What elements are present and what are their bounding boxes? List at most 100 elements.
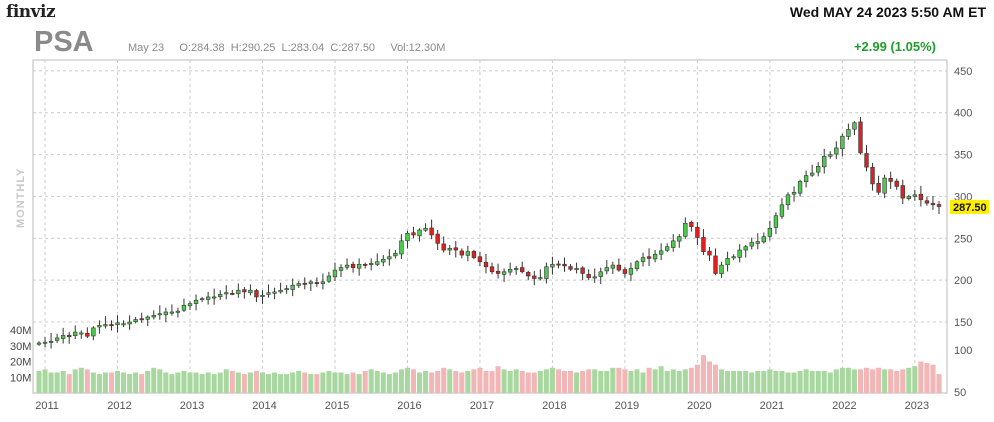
volume-bar xyxy=(580,370,586,393)
volume-bar xyxy=(338,372,344,393)
volume-bar xyxy=(175,372,181,393)
volume-bar xyxy=(259,372,266,393)
volume-bar xyxy=(36,370,42,393)
volume-bar xyxy=(489,370,495,393)
candle-body xyxy=(145,316,150,320)
candle-body xyxy=(538,277,543,280)
candle-body xyxy=(888,178,893,182)
volume-bar xyxy=(555,369,561,393)
candle-body xyxy=(532,275,537,279)
volume-bar xyxy=(114,370,121,393)
candle-body xyxy=(42,341,48,344)
candle-body xyxy=(103,324,108,327)
volume-bar xyxy=(495,366,501,393)
price-change: +2.99 (1.05%) xyxy=(853,39,936,54)
volume-bar xyxy=(634,369,640,393)
candle-body xyxy=(731,256,736,259)
volume-bar xyxy=(483,370,489,393)
finviz-logo[interactable]: finviz xyxy=(6,2,56,22)
volume-left-tick-label: 40M xyxy=(10,325,31,337)
candle-body xyxy=(526,272,531,277)
candle-body xyxy=(266,292,271,295)
volume-bar xyxy=(894,370,900,393)
candle-body xyxy=(151,315,156,318)
year-tick-label: 2018 xyxy=(542,400,566,412)
volume-bar xyxy=(773,370,779,393)
volume-bar xyxy=(332,372,338,393)
volume-bar xyxy=(936,374,942,393)
candle-body xyxy=(97,325,102,328)
volume-bar xyxy=(930,364,936,393)
candle-body xyxy=(139,318,144,321)
candle-body xyxy=(773,215,779,228)
volume-bar xyxy=(96,374,102,393)
candle-body xyxy=(683,222,688,237)
candle-body xyxy=(67,335,72,337)
volume-bar xyxy=(876,367,882,393)
volume-bar xyxy=(537,370,543,393)
price-tick-label: 450 xyxy=(954,66,972,78)
volume-bar xyxy=(386,374,392,393)
price-tick-label: 350 xyxy=(954,150,972,162)
volume-bar xyxy=(719,369,725,393)
volume-bar xyxy=(785,372,791,393)
candle-body xyxy=(393,253,398,257)
candle-body xyxy=(429,227,434,236)
volume-bar xyxy=(712,364,719,393)
volume-bar xyxy=(163,372,169,393)
volume-bar xyxy=(827,372,833,393)
volume-bar xyxy=(664,370,670,393)
volume-bar xyxy=(561,370,568,393)
candle-body xyxy=(163,311,169,315)
volume-bar xyxy=(356,374,362,393)
year-tick-label: 2023 xyxy=(905,400,929,412)
candle-body xyxy=(205,296,211,300)
volume-bar xyxy=(833,369,839,393)
volume-bar xyxy=(66,374,72,393)
volume-bar xyxy=(459,372,465,393)
volume-bar xyxy=(368,369,374,393)
volume-bar xyxy=(797,370,803,393)
candle-body xyxy=(278,289,283,293)
candle-body xyxy=(701,237,706,253)
volume-bar xyxy=(694,364,700,393)
candle-body xyxy=(326,275,332,282)
candle-body xyxy=(634,261,640,270)
volume-bar xyxy=(84,369,90,393)
candle-body xyxy=(646,256,652,259)
candle-body xyxy=(737,249,742,258)
candle-body xyxy=(242,289,247,293)
year-tick-label: 2020 xyxy=(687,400,711,412)
candle-body xyxy=(840,135,845,150)
volume-bar xyxy=(755,370,761,393)
volume-bar xyxy=(78,367,84,393)
volume-bar xyxy=(423,370,429,393)
volume-bar xyxy=(241,374,247,393)
candle-body xyxy=(477,256,483,263)
volume-bar xyxy=(199,374,205,393)
candle-body xyxy=(864,153,869,168)
candle-body xyxy=(109,324,114,327)
volume-bar xyxy=(169,374,175,393)
volume-bar xyxy=(682,369,688,393)
candle-body xyxy=(779,204,785,217)
candle-body xyxy=(36,342,42,345)
volume-bar xyxy=(374,370,380,393)
volume-bar xyxy=(42,369,48,393)
volume-left-tick-label: 10M xyxy=(10,372,31,384)
volume-bar xyxy=(652,369,658,393)
volume-bar xyxy=(851,369,857,393)
volume-bar xyxy=(265,374,272,393)
volume-bar xyxy=(193,372,199,393)
candle-body xyxy=(356,263,362,269)
volume-bar xyxy=(477,367,483,393)
candle-body xyxy=(350,263,356,268)
candle-body xyxy=(719,264,724,275)
volume-bar xyxy=(453,370,459,393)
candle-body xyxy=(211,296,217,299)
candle-body xyxy=(671,240,676,248)
volume-bar xyxy=(441,367,447,393)
volume-bars xyxy=(36,355,942,393)
volume-bar xyxy=(857,369,864,393)
volume-bar xyxy=(90,372,96,393)
